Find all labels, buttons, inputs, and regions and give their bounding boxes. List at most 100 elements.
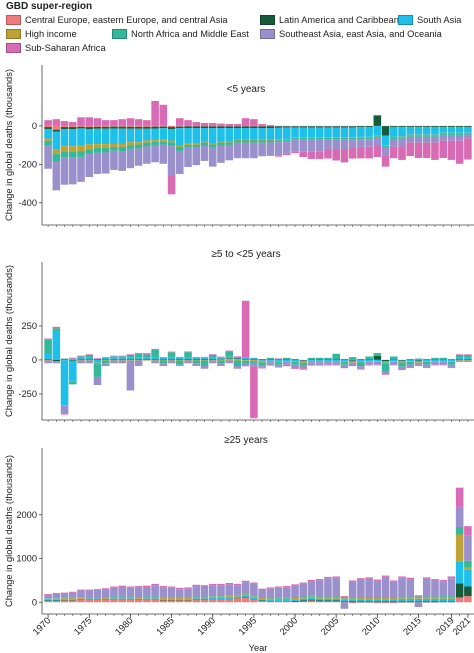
- bar-segment: [126, 145, 135, 149]
- bar-segment: [151, 349, 159, 358]
- bar-segment: [431, 596, 439, 598]
- legend-label: Central Europe, eastern Europe, and cent…: [25, 15, 228, 25]
- bar-segment: [184, 125, 192, 127]
- bar-segment: [77, 356, 85, 358]
- bar-segment: [398, 137, 406, 139]
- bar-segment: [208, 357, 217, 359]
- bar-segment: [167, 352, 176, 358]
- bar-segment: [258, 367, 266, 369]
- bar-segment: [110, 599, 118, 603]
- bar-segment: [200, 123, 209, 126]
- bar-segment: [365, 597, 373, 600]
- bar-segment: [225, 356, 233, 359]
- bar-segment: [93, 152, 102, 174]
- bar-segment: [110, 598, 118, 600]
- legend-swatch: [112, 29, 127, 39]
- bar-segment: [464, 360, 472, 362]
- bar-segment: [332, 139, 340, 149]
- bar-segment: [143, 140, 151, 143]
- bar-segment: [143, 355, 151, 358]
- y-tick-label: 250: [21, 321, 37, 331]
- bar-segment: [69, 598, 77, 600]
- bar-segment: [365, 597, 373, 598]
- bar-segment: [192, 586, 201, 597]
- bar-segment: [192, 128, 201, 144]
- bar-segment: [348, 580, 357, 582]
- bar-segment: [118, 597, 126, 599]
- bar-segment: [44, 138, 52, 141]
- bar-segment: [332, 148, 340, 161]
- bar-segment: [291, 359, 299, 360]
- bar-segment: [85, 153, 94, 178]
- bar-segment: [118, 128, 126, 144]
- bar-segment: [167, 146, 176, 176]
- bar-segment: [44, 358, 52, 360]
- bar-segment: [340, 364, 349, 368]
- bar-segment: [159, 587, 168, 598]
- bar-segment: [455, 126, 464, 128]
- bar-segment: [307, 357, 316, 360]
- bar-segment: [381, 597, 390, 598]
- bar-segment: [241, 357, 250, 360]
- bar-segment: [250, 583, 258, 597]
- bar-segment: [381, 363, 390, 372]
- bar-segment: [307, 139, 316, 152]
- bar-segment: [398, 146, 406, 160]
- bar-segment: [200, 585, 209, 587]
- bar-segment: [159, 357, 168, 360]
- bar-segment: [44, 598, 52, 600]
- bar-segment: [266, 140, 275, 143]
- bar-segment: [126, 354, 135, 355]
- bar-segment: [398, 127, 406, 137]
- bar-segment: [332, 576, 340, 578]
- bar-segment: [455, 355, 464, 358]
- bar-segment: [406, 361, 415, 362]
- bar-segment: [77, 600, 85, 603]
- bar-segment: [324, 126, 332, 128]
- bar-segment: [241, 300, 250, 358]
- bar-segment: [143, 586, 151, 597]
- bar-segment: [184, 352, 192, 358]
- bar-segment: [390, 602, 398, 604]
- bar-segment: [118, 357, 126, 360]
- bar-segment: [332, 361, 340, 363]
- bar-segment: [274, 142, 283, 156]
- legend-item: South Asia: [398, 14, 461, 26]
- bar-segment: [357, 362, 365, 367]
- bar-segment: [233, 126, 242, 129]
- bar-segment: [381, 599, 390, 602]
- bar-segment: [315, 126, 324, 128]
- bar-segment: [93, 128, 102, 145]
- bar-segment: [266, 359, 275, 360]
- bar-segment: [315, 360, 324, 362]
- bar-segment: [93, 358, 102, 359]
- bar-segment: [151, 359, 159, 361]
- bar-segment: [464, 596, 472, 603]
- bar-segment: [422, 364, 431, 368]
- bar-segment: [93, 598, 102, 600]
- bar-segment: [299, 365, 308, 369]
- bar-segment: [126, 586, 135, 588]
- bar-segment: [217, 125, 225, 127]
- bar-segment: [324, 137, 332, 140]
- bar-segment: [258, 125, 266, 127]
- bar-segment: [233, 142, 242, 159]
- bar-segment: [225, 358, 233, 360]
- bar-segment: [455, 132, 464, 134]
- bar-segment: [307, 361, 316, 363]
- bar-segment: [60, 358, 69, 360]
- bar-segment: [274, 587, 283, 598]
- bar-segment: [233, 596, 242, 598]
- bar-segment: [365, 127, 373, 137]
- bar-segment: [69, 380, 77, 382]
- bar-segment: [110, 146, 118, 151]
- bar-segment: [184, 128, 192, 144]
- x-tick-label: 1970: [31, 615, 53, 637]
- bar-segment: [233, 356, 242, 358]
- y-axis-label: Change in global deaths (thousands): [4, 69, 14, 221]
- bar-segment: [126, 128, 135, 143]
- bar-segment: [464, 567, 472, 570]
- bar-segment: [447, 596, 456, 598]
- bar-segment: [44, 338, 52, 340]
- bar-segment: [414, 602, 423, 608]
